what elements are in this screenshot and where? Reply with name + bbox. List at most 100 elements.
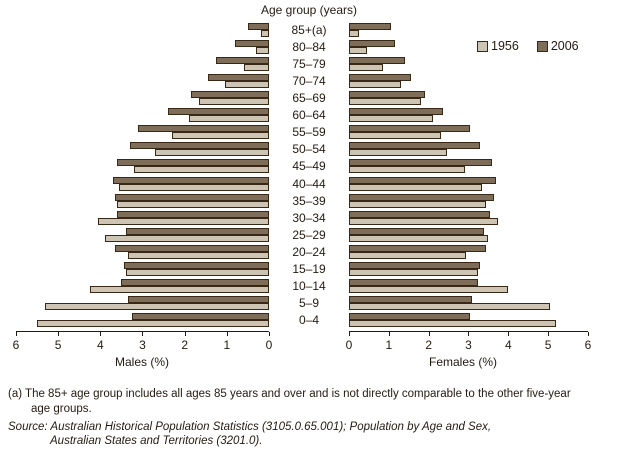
male-axis-title: Males (%) <box>114 355 169 369</box>
bar-female-2006-65–69 <box>349 91 425 99</box>
bar-female-1956-75–79 <box>349 64 383 72</box>
bar-female-2006-80–84 <box>349 40 395 48</box>
female-axis-tick-0 <box>349 332 350 336</box>
bar-male-1956-0–4 <box>37 320 269 328</box>
female-axis-tick-4 <box>508 332 510 336</box>
age-group-label-85+(a): 85+(a) <box>291 23 327 37</box>
bar-male-2006-45–49 <box>117 159 269 167</box>
bar-male-1956-85+(a) <box>260 30 269 37</box>
age-group-label-0–4: 0–4 <box>298 313 320 328</box>
age-group-label-50–54: 50–54 <box>292 142 326 157</box>
bar-female-2006-0–4 <box>349 313 471 321</box>
bar-female-2006-75–79 <box>349 57 405 65</box>
bar-female-2006-5–9 <box>349 295 473 303</box>
bar-male-2006-40–44 <box>112 176 269 184</box>
male-axis-tick-label-1: 1 <box>223 338 231 352</box>
bar-female-2006-25–29 <box>349 227 485 235</box>
age-group-label-80–84: 80–84 <box>292 40 326 55</box>
bar-female-2006-60–64 <box>349 108 443 116</box>
female-axis-tick-2 <box>428 332 430 336</box>
bar-male-1956-30–34 <box>98 217 269 225</box>
legend-label-2006: 2006 <box>550 39 579 53</box>
bar-male-1956-40–44 <box>119 183 269 191</box>
bar-female-1956-60–64 <box>349 115 433 123</box>
bar-male-2006-75–79 <box>216 57 269 65</box>
female-axis-tick-label-5: 5 <box>544 338 552 352</box>
male-axis-tick-label-3: 3 <box>139 338 146 352</box>
age-group-label-55–59: 55–59 <box>292 125 326 140</box>
bar-female-2006-45–49 <box>349 159 493 167</box>
bar-male-2006-15–19 <box>123 261 269 269</box>
male-axis-tick-label-2: 2 <box>181 338 188 352</box>
age-group-label-25–29: 25–29 <box>292 227 326 242</box>
bar-female-1956-50–54 <box>349 149 447 157</box>
bar-male-2006-0–4 <box>131 313 269 321</box>
male-axis-tick-4 <box>100 332 102 336</box>
male-axis-tick-5 <box>58 332 60 336</box>
bar-male-1956-65–69 <box>199 98 269 106</box>
age-group-label-70–74: 70–74 <box>292 74 326 89</box>
age-group-label-5–9: 5–9 <box>298 295 320 310</box>
male-axis-tick-6 <box>15 332 17 336</box>
age-group-label-35–39: 35–39 <box>292 193 326 208</box>
bar-male-1956-75–79 <box>243 64 269 72</box>
bar-female-2006-70–74 <box>349 74 411 82</box>
bar-male-1956-70–74 <box>224 81 269 89</box>
male-axis-tick-label-6: 6 <box>12 338 20 352</box>
bar-male-2006-30–34 <box>117 210 269 218</box>
bar-male-1956-15–19 <box>125 268 269 276</box>
age-group-label-15–19: 15–19 <box>292 261 326 276</box>
male-axis-tick-2 <box>184 332 186 336</box>
bar-female-1956-25–29 <box>349 234 489 242</box>
female-axis-title: Females (%) <box>428 355 497 369</box>
male-axis-tick-label-5: 5 <box>54 338 62 352</box>
bar-female-1956-85+(a) <box>349 30 359 37</box>
bar-male-2006-35–39 <box>115 193 269 201</box>
bar-male-2006-55–59 <box>138 125 269 133</box>
bar-male-1956-5–9 <box>45 302 269 310</box>
bar-male-2006-5–9 <box>127 295 269 303</box>
bar-male-1956-20–24 <box>127 251 269 259</box>
source-line1: Source: Australian Historical Population… <box>8 421 492 433</box>
bar-female-1956-20–24 <box>349 251 467 259</box>
age-group-label-60–64: 60–64 <box>292 108 326 123</box>
footnote-line1: (a) The 85+ age group includes all ages … <box>8 388 571 400</box>
bar-female-2006-15–19 <box>349 261 481 269</box>
bar-female-2006-35–39 <box>349 193 495 201</box>
bar-female-1956-10–14 <box>349 285 509 293</box>
bar-female-2006-20–24 <box>349 244 487 252</box>
bar-male-2006-80–84 <box>235 40 269 48</box>
bar-female-1956-45–49 <box>349 166 465 174</box>
age-group-label-65–69: 65–69 <box>292 91 326 106</box>
bar-male-1956-80–84 <box>256 47 269 55</box>
age-group-label-45–49: 45–49 <box>292 159 326 174</box>
male-axis-tick-3 <box>142 332 144 336</box>
bar-male-1956-55–59 <box>172 132 269 140</box>
bar-female-1956-65–69 <box>349 98 421 106</box>
bar-male-1956-10–14 <box>89 285 269 293</box>
female-axis-tick-label-4: 4 <box>504 338 512 352</box>
bar-male-2006-65–69 <box>190 91 269 99</box>
age-group-label-10–14: 10–14 <box>292 278 326 293</box>
age-group-label-40–44: 40–44 <box>292 176 326 191</box>
bar-male-2006-85+(a) <box>247 23 269 30</box>
bar-male-2006-70–74 <box>207 74 269 82</box>
source-line2: Australian States and Territories (3201.… <box>50 435 263 447</box>
female-axis-tick-label-0: 0 <box>345 338 353 352</box>
bar-male-2006-25–29 <box>125 227 269 235</box>
female-axis-tick-label-2: 2 <box>425 338 432 352</box>
male-axis-tick-0 <box>269 332 270 336</box>
chart-title: Age group (years) <box>260 3 358 17</box>
bar-male-2006-10–14 <box>121 278 269 286</box>
bar-female-1956-70–74 <box>349 81 401 89</box>
legend-item-1956: 1956 <box>477 39 519 53</box>
bar-male-1956-45–49 <box>134 166 269 174</box>
bar-female-1956-35–39 <box>349 200 487 208</box>
legend-item-2006: 2006 <box>536 39 579 53</box>
footnote-line2: age groups. <box>31 403 92 415</box>
age-group-label-30–34: 30–34 <box>292 210 326 225</box>
bar-female-1956-15–19 <box>349 268 479 276</box>
bar-female-1956-55–59 <box>349 132 441 140</box>
female-axis-tick-1 <box>388 332 390 336</box>
